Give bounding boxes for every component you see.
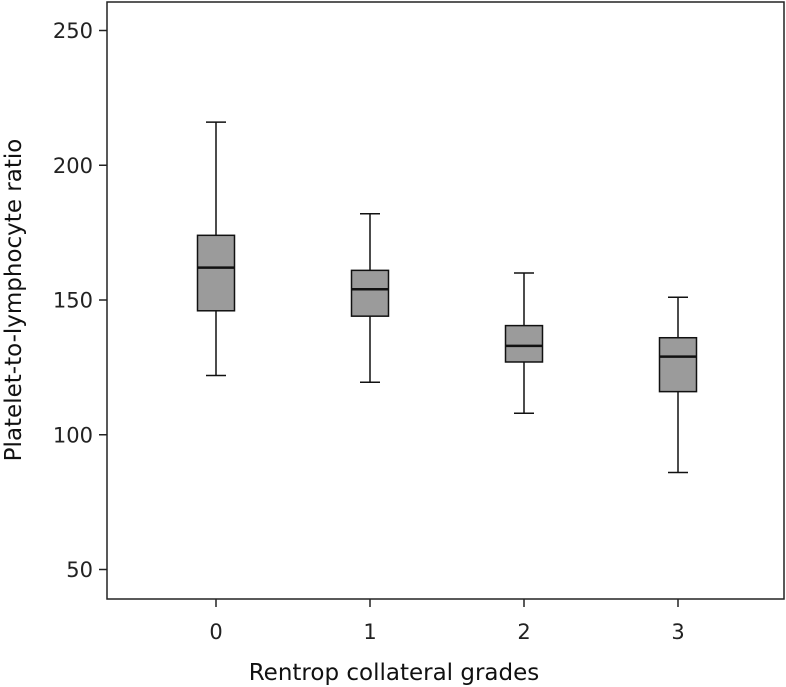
x-tick-label: 3 [671,620,684,644]
iqr-box [658,336,698,393]
y-axis-title: Platelet-to-lymphocyte ratio [1,139,27,462]
box-group-2 [504,272,544,414]
plot-frame [106,1,785,600]
box-group-0 [196,121,236,377]
y-tick-label: 50 [66,558,93,582]
y-axis: 50 100 150 200 250 [53,19,107,582]
iqr-box [196,234,236,312]
x-axis-title: Rentrop collateral grades [249,660,540,686]
x-tick-label: 1 [363,620,376,644]
box-series [196,121,698,474]
y-tick-label: 150 [53,289,93,313]
iqr-box [504,324,544,363]
y-tick-label: 200 [53,154,93,178]
y-tick-label: 100 [53,423,93,447]
x-tick-label: 2 [517,620,530,644]
box-group-1 [350,213,390,383]
iqr-box [350,269,390,317]
box-group-3 [658,296,698,474]
x-tick-label: 0 [209,620,222,644]
x-axis: 0 1 2 3 [209,599,685,644]
y-tick-label: 250 [53,19,93,43]
